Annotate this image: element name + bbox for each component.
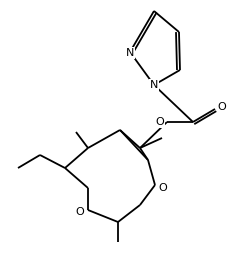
Text: O: O <box>156 117 164 127</box>
Text: O: O <box>76 207 84 217</box>
Text: O: O <box>218 102 226 112</box>
Text: O: O <box>159 183 167 193</box>
Text: N: N <box>126 48 134 58</box>
Text: N: N <box>150 80 158 90</box>
